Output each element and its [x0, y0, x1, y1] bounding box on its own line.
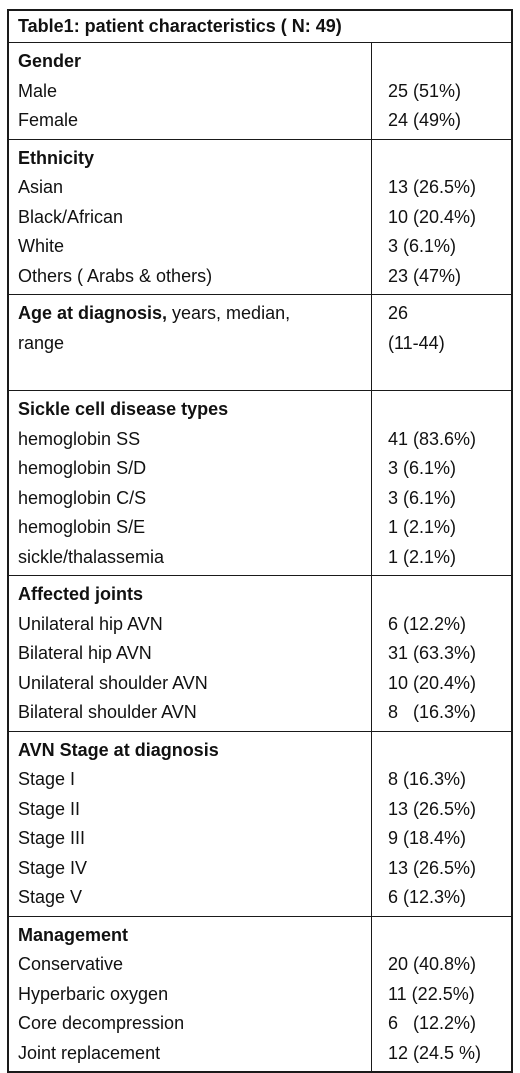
avn-label-cell: AVN Stage at diagnosis Stage I Stage II … [9, 731, 372, 916]
section-header: Management [18, 924, 129, 945]
row-label: Stage V [18, 887, 83, 907]
row-label: Core decompression [18, 1013, 185, 1033]
management-value-cell: 20 (40.8%) 11 (22.5%) 6 (12.2%) 12 (24.5… [372, 917, 511, 1072]
row-value: 1 (2.1%) [388, 517, 457, 537]
header-spacer [388, 144, 511, 174]
row-value: 9 (18.4%) [388, 828, 467, 848]
row-value: 12 (24.5 %) [388, 1042, 482, 1063]
row-label: Conservative [18, 954, 124, 974]
row-value: 10 (20.4%) [388, 206, 477, 227]
row-value: 8 (16.3%) [388, 769, 467, 789]
row-label: Black/African [18, 206, 124, 227]
row-value: 3 (6.1%) [388, 458, 457, 478]
gender-value-cell: 25 (51%) 24 (49%) [372, 43, 511, 139]
row-value: 25 (51%) [388, 80, 462, 101]
age-median-value: 26 [388, 303, 409, 323]
age-value-cell: 26 (11-44) [372, 295, 511, 390]
row-value: 23 (47%) [388, 265, 462, 286]
ethnicity-label-cell: Ethnicity Asian Black/African White Othe… [9, 139, 372, 294]
scd-value-cell: 41 (83.6%) 3 (6.1%) 3 (6.1%) 1 (2.1%) 1 … [372, 391, 511, 575]
age-header-line2: range [18, 332, 65, 353]
row-label: Asian [18, 177, 64, 197]
section-sickle-cell-types: Sickle cell disease types hemoglobin SS … [9, 391, 511, 576]
row-label: Female [18, 110, 79, 130]
management-label-cell: Management Conservative Hyperbaric oxyge… [9, 916, 372, 1071]
header-spacer [388, 580, 511, 610]
row-value: 6 (12.2%) [388, 613, 467, 634]
row-value: 11 (22.5%) [388, 983, 475, 1004]
section-gender: Gender Male Female 25 (51%) 24 (49%) [9, 43, 511, 140]
header-spacer [388, 47, 511, 77]
row-label: Stage I [18, 769, 76, 789]
age-header-line: Age at diagnosis, years, median, [18, 299, 371, 329]
patient-characteristics-table: Table1: patient characteristics ( N: 49)… [7, 9, 513, 1073]
section-header: Gender [18, 51, 82, 71]
row-label: Unilateral shoulder AVN [18, 672, 208, 693]
row-label: hemoglobin SS [18, 428, 141, 449]
row-value: 3 (6.1%) [388, 236, 457, 256]
row-label: Unilateral hip AVN [18, 613, 163, 634]
row-value: 13 (26.5%) [388, 798, 477, 819]
age-range-value: (11-44) [388, 332, 445, 353]
row-label: Bilateral shoulder AVN [18, 702, 197, 722]
section-avn-stage: AVN Stage at diagnosis Stage I Stage II … [9, 731, 511, 917]
row-label: White [18, 236, 65, 256]
row-value: 10 (20.4%) [388, 672, 477, 693]
section-header: AVN Stage at diagnosis [18, 739, 219, 760]
scd-label-cell: Sickle cell disease types hemoglobin SS … [9, 391, 372, 575]
row-label: Stage IV [18, 857, 88, 878]
row-label: hemoglobin S/E [18, 517, 146, 537]
section-header: Sickle cell disease types [18, 399, 229, 419]
row-label: Others ( Arabs & others) [18, 265, 213, 286]
row-value: 6 (12.3%) [388, 887, 467, 907]
section-age-at-diagnosis: Age at diagnosis, years, median, range 2… [9, 295, 511, 391]
section-ethnicity: Ethnicity Asian Black/African White Othe… [9, 139, 511, 295]
row-label: Bilateral hip AVN [18, 643, 152, 663]
age-label-cell: Age at diagnosis, years, median, range [9, 295, 372, 390]
avn-value-cell: 8 (16.3%) 13 (26.5%) 9 (18.4%) 13 (26.5%… [372, 732, 511, 916]
row-value: 8 (16.3%) [388, 702, 477, 722]
age-header-rest: years, median, [167, 303, 291, 323]
section-header: Affected joints [18, 584, 144, 604]
joints-value-cell: 6 (12.2%) 31 (63.3%) 10 (20.4%) 8 (16.3%… [372, 576, 511, 731]
age-header-bold: Age at diagnosis, [18, 303, 168, 323]
ethnicity-value-cell: 13 (26.5%) 10 (20.4%) 3 (6.1%) 23 (47%) [372, 140, 511, 295]
row-label: Joint replacement [18, 1042, 161, 1063]
row-label: sickle/thalassemia [18, 546, 165, 567]
row-label: hemoglobin C/S [18, 487, 147, 508]
table-title: Table1: patient characteristics ( N: 49) [9, 11, 511, 43]
row-label: Male [18, 80, 58, 101]
section-affected-joints: Affected joints Unilateral hip AVN Bilat… [9, 576, 511, 732]
row-value: 1 (2.1%) [388, 546, 457, 567]
row-label: Stage III [18, 828, 86, 848]
row-value: 41 (83.6%) [388, 428, 477, 449]
row-label: Stage II [18, 798, 81, 819]
row-label: hemoglobin S/D [18, 458, 147, 478]
header-spacer [388, 921, 511, 951]
row-value: 31 (63.3%) [388, 643, 477, 663]
joints-label-cell: Affected joints Unilateral hip AVN Bilat… [9, 576, 372, 731]
row-label: Hyperbaric oxygen [18, 983, 169, 1004]
section-management: Management Conservative Hyperbaric oxyge… [9, 916, 511, 1072]
header-spacer [388, 395, 511, 425]
section-header: Ethnicity [18, 147, 95, 168]
header-spacer [388, 736, 511, 766]
row-value: 13 (26.5%) [388, 177, 477, 197]
row-value: 24 (49%) [388, 110, 462, 130]
gender-label-cell: Gender Male Female [9, 43, 372, 139]
row-value: 20 (40.8%) [388, 954, 477, 974]
row-value: 13 (26.5%) [388, 857, 477, 878]
row-value: 6 (12.2%) [388, 1013, 477, 1033]
row-value: 3 (6.1%) [388, 487, 457, 508]
